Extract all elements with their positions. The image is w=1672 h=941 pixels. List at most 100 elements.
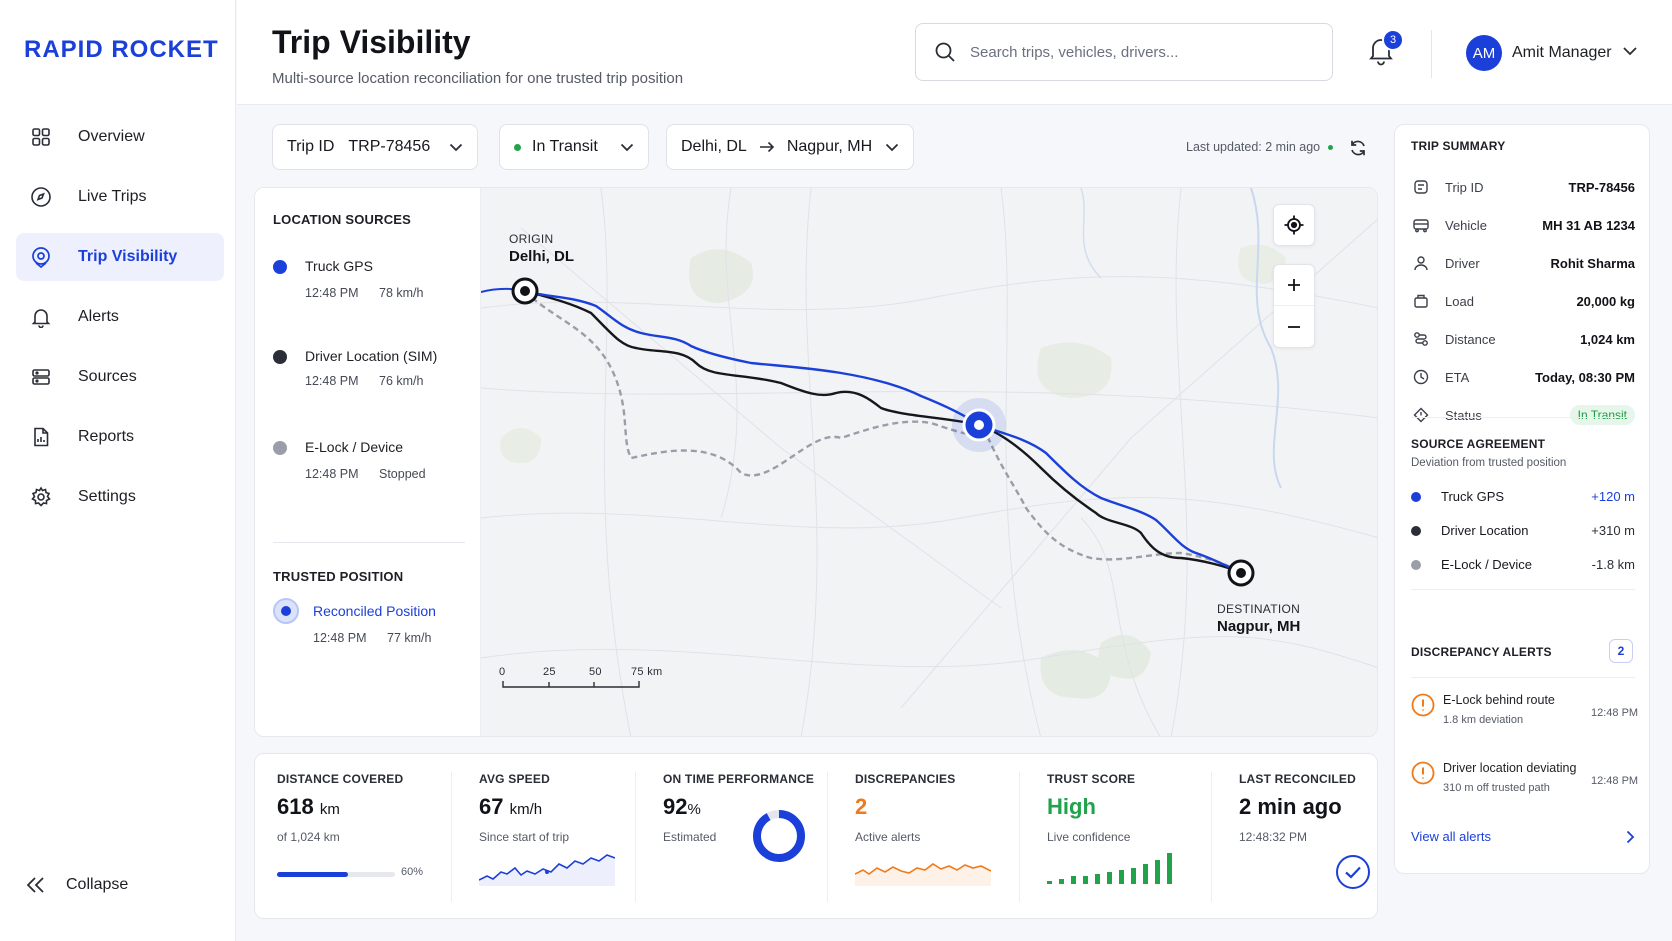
source-speed: 78 km/h	[379, 286, 424, 300]
map-card: LOCATION SOURCES Truck GPS 12:48 PM 78 k…	[254, 187, 1378, 737]
route-from: Delhi, DL	[681, 138, 747, 155]
status-badge: In Transit	[1569, 405, 1635, 425]
panel-divider	[1411, 589, 1635, 590]
view-all-alerts-link[interactable]: View all alerts	[1411, 829, 1635, 844]
stat-avg-speed: AVG SPEED 67 km/h Since start of trip	[479, 754, 649, 920]
stat-label: TRUST SCORE	[1047, 772, 1136, 786]
search-input[interactable]	[970, 43, 1310, 61]
stats-card: DISTANCE COVERED 618 km of 1,024 km 60% …	[254, 753, 1378, 919]
summary-value: MH 31 AB 1234	[1542, 217, 1635, 233]
chevron-down-icon	[885, 143, 899, 152]
minus-icon	[1288, 325, 1300, 328]
refresh-icon[interactable]	[1348, 138, 1368, 158]
header-divider	[1431, 30, 1432, 78]
report-icon	[30, 426, 52, 448]
panel-divider	[1411, 677, 1635, 678]
stat-divider	[1211, 772, 1212, 902]
stat-label: DISTANCE COVERED	[277, 772, 404, 786]
trusted-speed: 77 km/h	[387, 631, 432, 645]
locate-button[interactable]	[1273, 204, 1315, 246]
last-updated: Last updated: 2 min ago	[1186, 140, 1334, 154]
summary-row-vehicle: Vehicle MH 31 AB 1234	[1411, 215, 1635, 235]
alert-count-badge: 2	[1609, 639, 1633, 663]
collapse-button[interactable]: Collapse	[26, 876, 128, 894]
summary-row-load: Load 20,000 kg	[1411, 291, 1635, 311]
stat-value: High	[1047, 794, 1096, 819]
alert-detail: 1.8 km deviation	[1443, 714, 1524, 726]
check-circle-icon	[1336, 855, 1370, 889]
app-logo[interactable]: RAPID ROCKET	[24, 36, 219, 63]
distance-progress-bar	[277, 872, 395, 877]
stat-value: 92%	[663, 794, 701, 819]
stat-value: 67 km/h	[479, 794, 543, 819]
source-agreement-title: SOURCE AGREEMENT	[1411, 437, 1546, 451]
sidebar-item-sources[interactable]: Sources	[16, 353, 224, 401]
alert-time: 12:48 PM	[1591, 775, 1639, 787]
stat-trust-score: TRUST SCORE High Live confidence	[1047, 754, 1217, 920]
source-speed: 76 km/h	[379, 374, 424, 388]
stat-value: 618 km	[277, 794, 340, 819]
user-icon	[1411, 255, 1431, 271]
stat-sub: Live confidence	[1047, 830, 1131, 844]
source-agreement-subtitle: Deviation from trusted position	[1411, 457, 1567, 469]
trusted-time: 12:48 PM	[313, 631, 367, 645]
page-subtitle: Multi-source location reconciliation for…	[272, 70, 684, 87]
status-diamond-icon	[1411, 407, 1431, 423]
zoom-in-button[interactable]	[1274, 265, 1314, 307]
stat-sub: Since start of trip	[479, 830, 570, 844]
stat-label: DISCREPANCIES	[855, 772, 956, 786]
driver-location-dot	[1411, 525, 1421, 536]
summary-label: Distance	[1445, 331, 1496, 347]
double-chevron-left-icon	[26, 876, 46, 894]
compass-icon	[30, 186, 52, 208]
stat-on-time: ON TIME PERFORMANCE 92% Estimated	[663, 754, 843, 920]
sidebar-item-overview[interactable]: Overview	[16, 113, 224, 161]
avatar[interactable]: AM	[1466, 35, 1502, 71]
stat-label: AVG SPEED	[479, 772, 550, 786]
scale-label: 75 km	[631, 666, 663, 678]
search-box[interactable]	[915, 23, 1333, 81]
sidebar-item-trip-visibility[interactable]: Trip Visibility	[16, 233, 224, 281]
stat-last-reconciled: LAST RECONCILED 2 min ago 12:48:32 PM	[1239, 754, 1370, 920]
elock-device-dot	[273, 441, 287, 455]
stat-value: 2	[855, 794, 868, 819]
map-canvas	[481, 188, 1377, 736]
clock-icon	[1411, 369, 1431, 385]
sidebar-item-reports[interactable]: Reports	[16, 413, 224, 461]
stat-divider	[635, 772, 636, 902]
summary-row-status: Status In Transit	[1411, 405, 1635, 425]
trip-id-select[interactable]: Trip ID TRP-78456	[272, 124, 478, 170]
stat-distance: DISTANCE COVERED 618 km of 1,024 km 60%	[277, 754, 457, 920]
chevron-down-icon[interactable]	[1622, 46, 1638, 56]
on-time-donut	[753, 810, 805, 862]
status-value: In Transit	[532, 138, 598, 155]
user-name[interactable]: Amit Manager	[1512, 44, 1612, 61]
scale-label: 50	[589, 666, 602, 678]
truck-icon	[1411, 217, 1431, 233]
zoom-out-button[interactable]	[1274, 306, 1314, 347]
chevron-right-icon	[1626, 830, 1635, 844]
sidebar-item-label: Reports	[78, 428, 135, 445]
discrepancy-alerts-title: DISCREPANCY ALERTS	[1411, 645, 1552, 659]
sidebar-item-alerts[interactable]: Alerts	[16, 293, 224, 341]
discrepancy-sparkline	[855, 863, 991, 886]
agreement-name: Driver Location	[1441, 523, 1529, 538]
sidebar-item-label: Settings	[78, 488, 136, 505]
scale-label: 0	[499, 666, 506, 678]
source-name: E-Lock / Device	[305, 439, 404, 455]
agreement-value: +120 m	[1591, 489, 1635, 504]
status-select[interactable]: In Transit	[499, 124, 649, 170]
stat-discrepancies[interactable]: DISCREPANCIES 2 Active alerts	[855, 754, 1025, 920]
sidebar-item-settings[interactable]: Settings	[16, 473, 224, 521]
view-all-label: View all alerts	[1411, 829, 1491, 844]
agreement-row-truck-gps: Truck GPS +120 m	[1411, 489, 1635, 504]
chevron-down-icon	[620, 143, 634, 152]
crosshair-icon	[1283, 214, 1305, 236]
route-map[interactable]: ORIGIN Delhi, DL DESTINATION Nagpur, MH …	[481, 188, 1377, 736]
route-select[interactable]: Delhi, DL Nagpur, MH	[666, 124, 914, 170]
stat-sub: Active alerts	[855, 830, 921, 844]
source-time: 12:48 PM	[305, 467, 359, 481]
reconciled-position-dot	[273, 598, 299, 624]
summary-value: TRP-78456	[1568, 179, 1635, 195]
sidebar-item-live-trips[interactable]: Live Trips	[16, 173, 224, 221]
